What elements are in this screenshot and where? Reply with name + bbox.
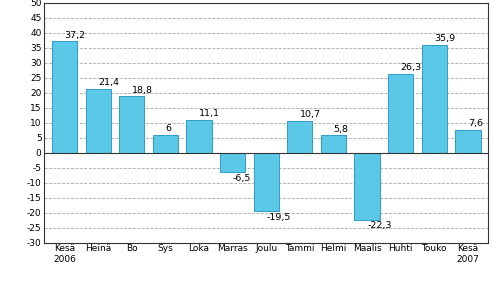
Bar xyxy=(52,41,77,153)
Text: 5,8: 5,8 xyxy=(333,125,349,133)
Text: 35,9: 35,9 xyxy=(434,34,456,44)
Bar xyxy=(354,153,380,220)
Text: -6,5: -6,5 xyxy=(233,174,251,183)
Text: 18,8: 18,8 xyxy=(132,86,153,95)
Text: -22,3: -22,3 xyxy=(367,221,391,231)
Bar xyxy=(253,153,279,211)
Text: 10,7: 10,7 xyxy=(300,110,321,119)
Bar xyxy=(153,135,178,153)
Text: 37,2: 37,2 xyxy=(65,30,86,40)
Text: 26,3: 26,3 xyxy=(401,63,422,72)
Bar xyxy=(119,96,144,153)
Text: -19,5: -19,5 xyxy=(266,213,290,222)
Bar xyxy=(86,89,111,153)
Bar xyxy=(456,130,481,153)
Text: 21,4: 21,4 xyxy=(98,78,119,87)
Bar xyxy=(220,153,245,172)
Bar xyxy=(287,121,313,153)
Text: 11,1: 11,1 xyxy=(199,109,220,118)
Bar xyxy=(388,74,413,153)
Text: 7,6: 7,6 xyxy=(468,119,483,128)
Bar xyxy=(186,120,211,153)
Text: 6: 6 xyxy=(165,124,172,133)
Bar xyxy=(422,45,447,153)
Bar xyxy=(321,136,346,153)
